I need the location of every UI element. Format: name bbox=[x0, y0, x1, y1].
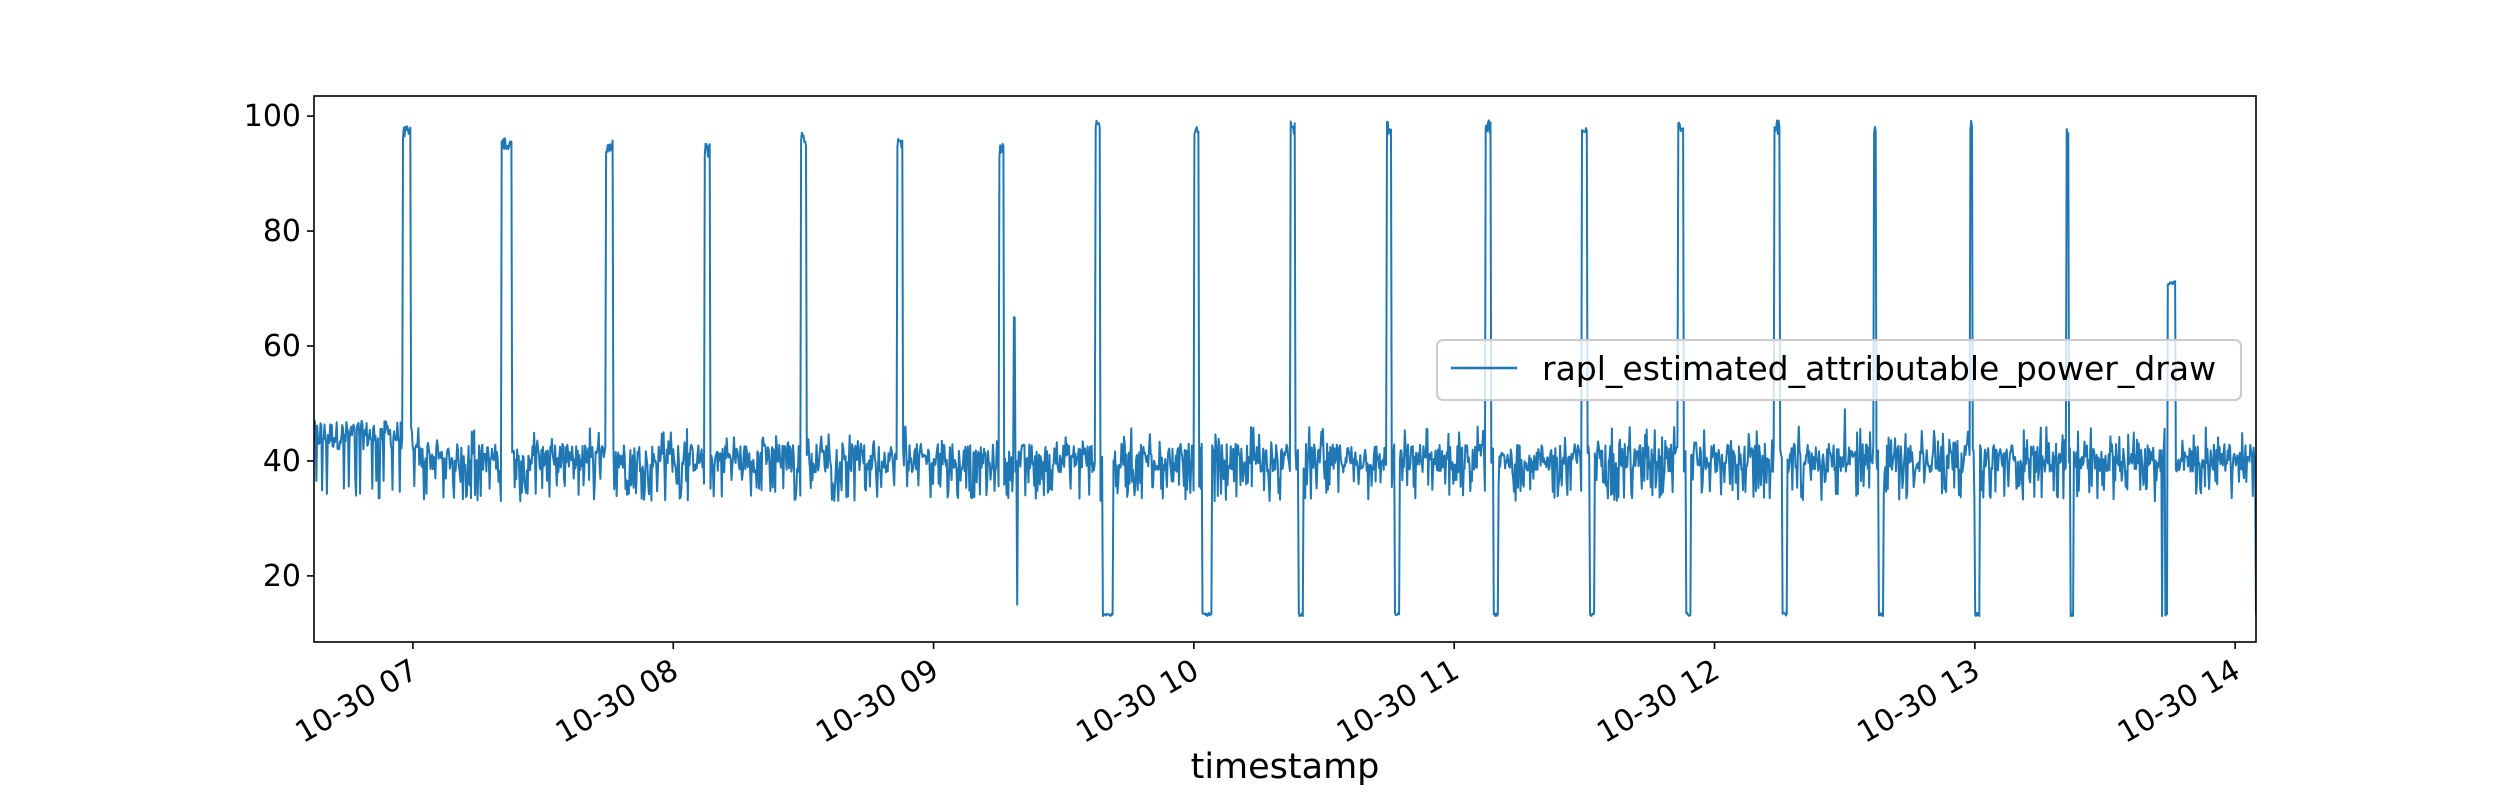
x-tick-label: 10-30 08 bbox=[550, 653, 684, 751]
plot-frame bbox=[313, 95, 2257, 643]
x-tick-label: 10-30 07 bbox=[290, 653, 424, 751]
y-tick-label: 80 bbox=[263, 214, 301, 249]
x-tick-label: 10-30 11 bbox=[1331, 653, 1465, 751]
legend: rapl_estimated_attributable_power_draw bbox=[1436, 339, 2242, 401]
y-tick-label: 40 bbox=[263, 444, 301, 479]
legend-label: rapl_estimated_attributable_power_draw bbox=[1542, 349, 2216, 388]
legend-box bbox=[1436, 339, 2242, 401]
x-axis-title: timestamp bbox=[1191, 747, 1380, 787]
y-tick-label: 60 bbox=[263, 329, 301, 364]
x-tick-label: 10-30 12 bbox=[1591, 653, 1725, 751]
x-tick-label: 10-30 14 bbox=[2112, 653, 2246, 751]
x-tick-label: 10-30 10 bbox=[1071, 653, 1205, 751]
x-tick-label: 10-30 09 bbox=[810, 653, 944, 751]
y-tick-label: 20 bbox=[263, 559, 301, 594]
x-tick-label: 10-30 13 bbox=[1852, 653, 1986, 751]
axes: 20 40 60 80 100 10-30 07 10-30 08 10-30 09 10-30… bbox=[244, 95, 2257, 751]
series-line-rapl-estimated-attributable-power-draw bbox=[314, 119, 2256, 618]
y-tick-label: 100 bbox=[244, 99, 301, 134]
plot-area bbox=[314, 119, 2256, 618]
